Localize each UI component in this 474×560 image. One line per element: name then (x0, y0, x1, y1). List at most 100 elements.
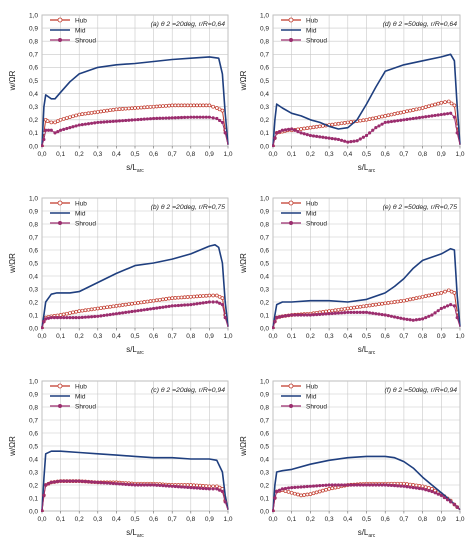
data-point (445, 498, 450, 502)
data-point (155, 306, 159, 310)
chart-panel-3: 0,0 0,1 0,2 0,3 0,4 0,5 0,6 0,7 0,8 0,9 1,0 0,0 0,1 0… (8, 195, 233, 356)
y-tick-label: 0,3 (260, 469, 269, 476)
data-point (368, 311, 372, 315)
data-point (201, 294, 206, 298)
data-point (321, 483, 325, 488)
data-point (333, 308, 338, 313)
data-point (93, 480, 97, 484)
data-point (383, 301, 388, 306)
data-point (361, 135, 365, 139)
data-point (330, 311, 334, 316)
x-axis-label: s/Larc (358, 345, 376, 356)
legend-marker (58, 38, 62, 42)
data-point (158, 483, 162, 488)
data-point (127, 118, 131, 122)
data-point (402, 110, 406, 114)
y-axis-label: w/ΩR (239, 436, 248, 457)
data-point (68, 115, 72, 120)
x-tick-label: 0,3 (325, 151, 334, 158)
y-tick-label: 0,4 (29, 456, 38, 463)
data-point (446, 99, 451, 104)
data-point (188, 103, 193, 108)
y-tick-label: 0,5 (260, 260, 269, 267)
y-axis-label: w/ΩR (8, 436, 17, 457)
data-point (364, 483, 369, 487)
data-point (439, 306, 443, 311)
y-tick-label: 0,8 (260, 404, 269, 411)
data-point (148, 483, 153, 487)
y-tick-label: 0,6 (260, 430, 269, 437)
data-point (145, 299, 150, 304)
x-tick-label: 0,1 (287, 516, 296, 523)
x-tick-label: 0,6 (381, 333, 390, 340)
data-point (204, 103, 209, 108)
data-point (405, 317, 409, 321)
data-point (439, 100, 444, 105)
x-tick-label: 1,0 (223, 151, 232, 158)
y-tick-label: 0,7 (29, 52, 38, 59)
series-shroud (41, 115, 229, 147)
data-point (108, 481, 112, 485)
data-point (421, 115, 425, 119)
data-point (111, 312, 115, 316)
data-point (161, 484, 165, 488)
data-point (420, 106, 425, 110)
data-point (133, 483, 137, 487)
x-tick-label: 0,4 (343, 151, 352, 158)
data-point (383, 483, 387, 487)
y-tick-label: 0,6 (260, 65, 269, 72)
data-point (352, 483, 356, 487)
data-point (386, 301, 391, 305)
data-point (108, 119, 112, 124)
data-point (42, 137, 46, 142)
data-point (423, 294, 428, 298)
data-point (127, 310, 131, 314)
data-point (89, 110, 94, 115)
data-point (364, 117, 369, 122)
data-point (349, 310, 353, 314)
data-point (167, 484, 171, 488)
data-point (355, 139, 359, 143)
x-tick-label: 0,5 (362, 516, 371, 523)
data-point (293, 313, 297, 317)
data-point (408, 117, 412, 121)
data-point (355, 483, 359, 487)
data-point (86, 111, 91, 116)
data-point (405, 117, 409, 121)
data-point (452, 103, 457, 108)
data-point (92, 110, 97, 115)
y-tick-label: 0,7 (29, 417, 38, 424)
data-point (368, 483, 372, 487)
data-point (139, 300, 144, 305)
data-point (283, 486, 288, 491)
data-point (408, 108, 412, 113)
data-point (315, 484, 319, 488)
data-point (371, 483, 375, 487)
data-point (436, 309, 440, 313)
data-point (311, 484, 316, 488)
data-point (380, 312, 384, 317)
x-tick-label: 0,7 (399, 516, 408, 523)
data-point (130, 483, 134, 487)
data-point (89, 307, 94, 312)
data-point (133, 301, 137, 306)
data-point (161, 297, 165, 302)
data-point (367, 117, 372, 121)
data-point (176, 103, 181, 108)
data-point (392, 119, 397, 123)
data-point (148, 299, 153, 303)
data-point (308, 133, 312, 138)
y-tick-label: 0,6 (29, 430, 38, 437)
data-point (198, 103, 202, 108)
y-tick-label: 0,6 (260, 247, 269, 254)
data-point (195, 486, 199, 490)
data-point (433, 102, 437, 107)
data-point (68, 311, 72, 315)
data-point (192, 103, 196, 108)
y-tick-label: 0,4 (260, 91, 269, 98)
x-tick-label: 0,0 (268, 516, 277, 523)
data-point (421, 487, 425, 491)
data-point (139, 117, 143, 121)
panel-label: (a) θ 2 =20deg, r/R=0,64 (151, 21, 226, 28)
